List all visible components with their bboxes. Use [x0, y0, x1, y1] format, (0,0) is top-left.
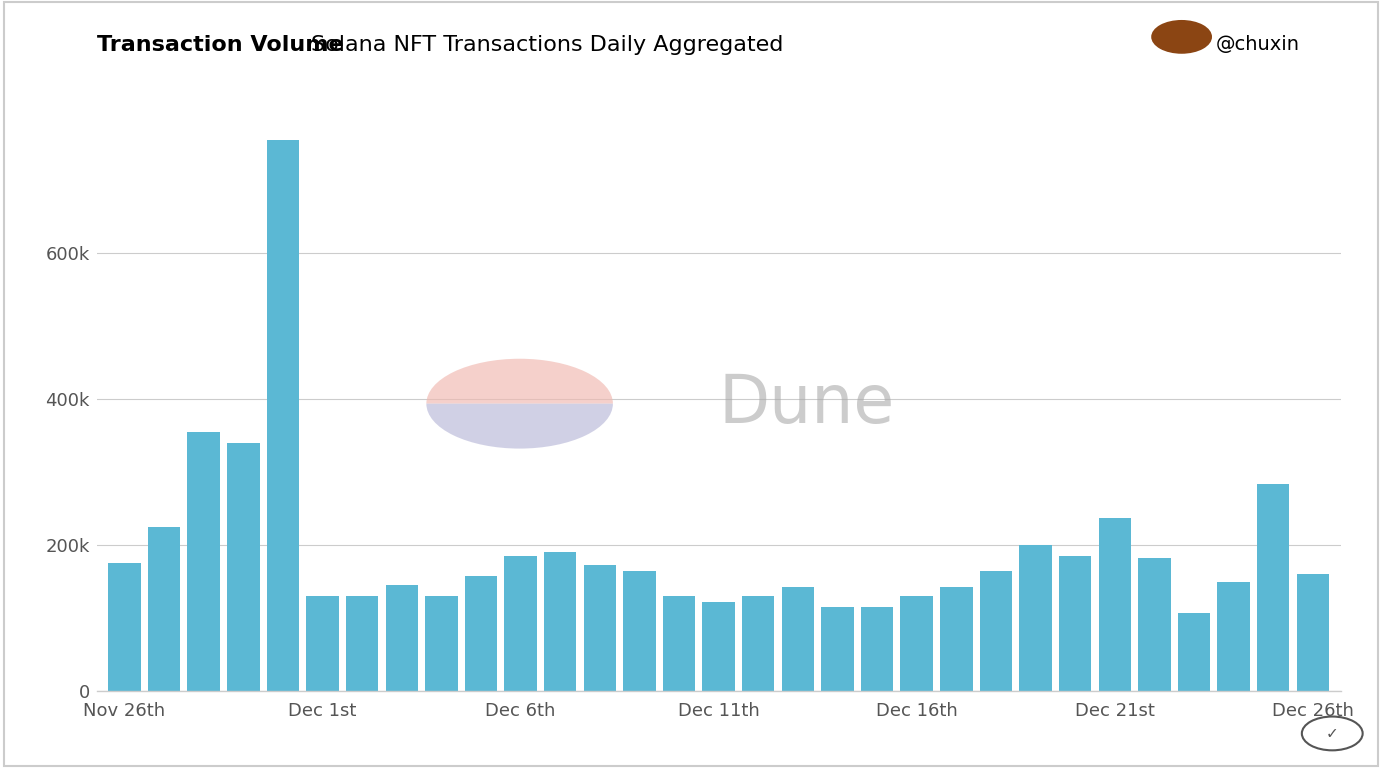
- Bar: [861, 607, 893, 691]
- Bar: [227, 443, 260, 691]
- Bar: [504, 556, 536, 691]
- Bar: [426, 596, 457, 691]
- Text: @chuxin: @chuxin: [1216, 35, 1300, 54]
- Bar: [1020, 545, 1052, 691]
- Bar: [464, 576, 498, 691]
- Bar: [188, 432, 220, 691]
- Bar: [583, 564, 616, 691]
- Bar: [307, 596, 339, 691]
- Bar: [108, 564, 141, 691]
- Text: Dune: Dune: [719, 371, 896, 437]
- Text: Transaction Volume: Transaction Volume: [97, 35, 343, 55]
- Bar: [545, 552, 576, 691]
- Bar: [702, 602, 735, 691]
- Bar: [386, 585, 417, 691]
- Bar: [346, 596, 379, 691]
- Bar: [267, 140, 299, 691]
- Bar: [1099, 518, 1130, 691]
- Bar: [1258, 485, 1289, 691]
- Bar: [940, 587, 973, 691]
- Bar: [1296, 574, 1329, 691]
- Bar: [901, 596, 933, 691]
- Wedge shape: [426, 404, 614, 449]
- Bar: [821, 607, 854, 691]
- Bar: [1139, 558, 1171, 691]
- Bar: [782, 587, 814, 691]
- Bar: [1059, 556, 1092, 691]
- Bar: [1218, 581, 1249, 691]
- Bar: [1177, 613, 1211, 691]
- Bar: [742, 596, 774, 691]
- Bar: [623, 571, 655, 691]
- Bar: [663, 596, 695, 691]
- Wedge shape: [426, 359, 614, 404]
- Text: Solana NFT Transactions Daily Aggregated: Solana NFT Transactions Daily Aggregated: [311, 35, 784, 55]
- Text: ✓: ✓: [1325, 726, 1339, 741]
- Bar: [148, 527, 180, 691]
- Bar: [980, 571, 1012, 691]
